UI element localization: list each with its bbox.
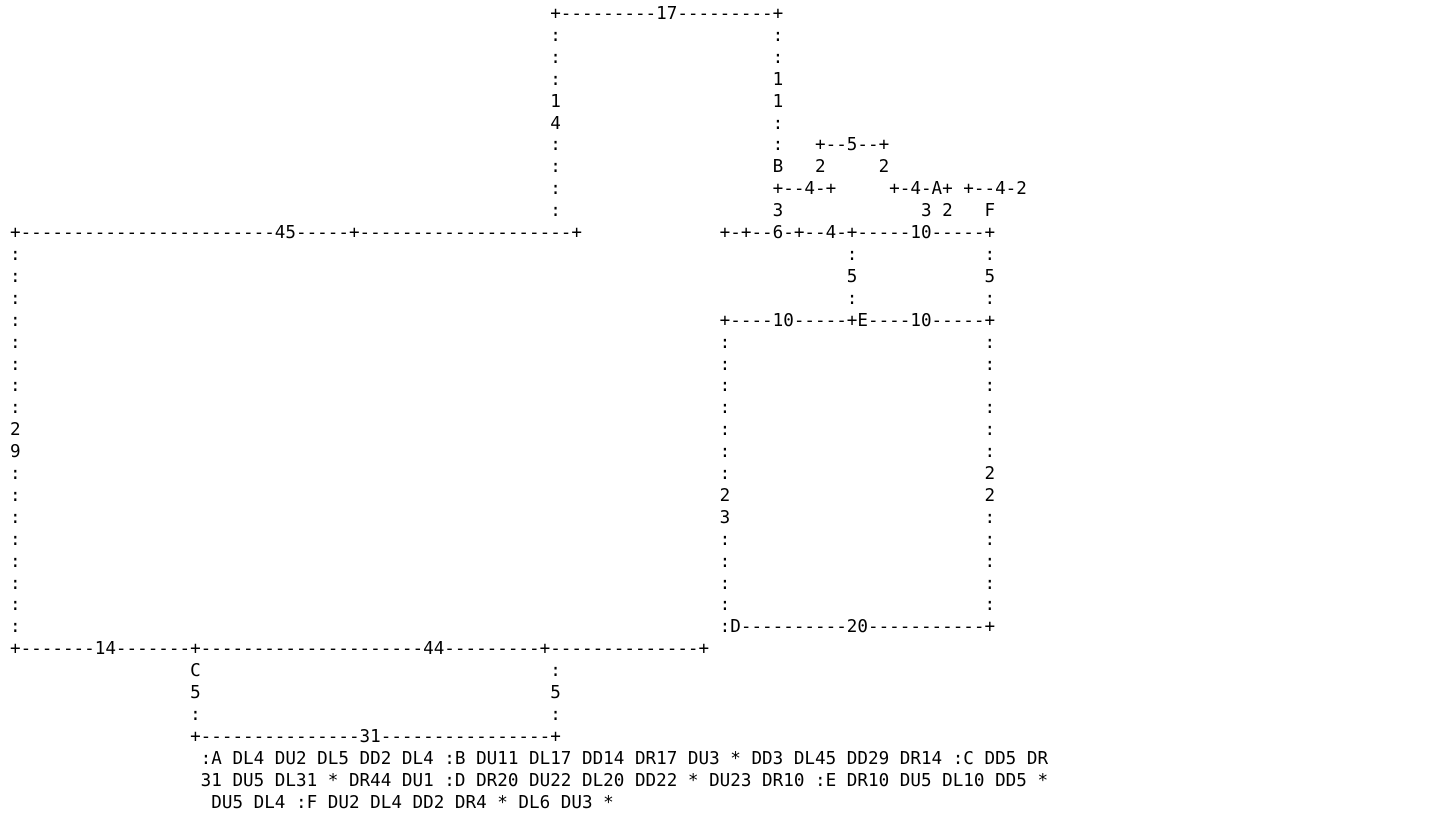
ascii-floor-plan: +---------17---------+ : : : : bbox=[10, 4, 1048, 815]
diagram-line: 4 : bbox=[10, 113, 784, 134]
diagram-line: : : : bbox=[10, 551, 996, 572]
diagram-line: C : bbox=[10, 661, 561, 682]
diagram-line: 5 5 bbox=[10, 683, 561, 704]
diagram-line: : : 2 bbox=[10, 464, 996, 485]
diagram-line: : 3 3 2 F bbox=[10, 201, 996, 222]
instruction-line: 31 DU5 DL31 * DR44 DU1 :D DR20 DU22 DL20… bbox=[10, 770, 1049, 791]
diagram-line: 2 : : bbox=[10, 420, 996, 441]
diagram-line: +---------17---------+ bbox=[10, 4, 784, 24]
diagram-line: 9 : : bbox=[10, 442, 996, 463]
diagram-line: : : : bbox=[10, 529, 996, 550]
diagram-line: : : +--5--+ bbox=[10, 135, 890, 156]
diagram-line: : : : bbox=[10, 573, 996, 594]
diagram-line: : : bbox=[10, 25, 784, 46]
diagram-line: : : bbox=[10, 705, 561, 725]
diagram-line: : : : bbox=[10, 244, 996, 265]
diagram-line: : : : bbox=[10, 332, 996, 353]
diagram-line: : : : bbox=[10, 354, 996, 375]
diagram-line: +-------14-------+---------------------4… bbox=[10, 639, 710, 660]
diagram-line: : : bbox=[10, 47, 784, 68]
diagram-line: 1 1 bbox=[10, 91, 784, 112]
diagram-line: : : : bbox=[10, 398, 996, 419]
diagram-line: : B 2 2 bbox=[10, 157, 890, 178]
diagram-line: : 2 2 bbox=[10, 485, 996, 506]
diagram-line: : +----10-----+E----10-----+ bbox=[10, 310, 996, 331]
diagram-line: : : : bbox=[10, 288, 996, 309]
diagram-line: +---------------31----------------+ bbox=[10, 726, 561, 747]
instruction-line: DU5 DL4 :F DU2 DL4 DD2 DR4 * DL6 DU3 * bbox=[10, 792, 614, 813]
diagram-line: : +--4-+ +-4-A+ +--4-2 bbox=[10, 179, 1027, 200]
diagram-line: : : : bbox=[10, 376, 996, 397]
diagram-line: : :D----------20-----------+ bbox=[10, 617, 996, 638]
diagram-line: : : : bbox=[10, 595, 996, 616]
diagram-line: +------------------------45-----+-------… bbox=[10, 223, 996, 244]
diagram-line: : 5 5 bbox=[10, 266, 996, 287]
diagram-line: : 1 bbox=[10, 69, 784, 90]
instruction-line: :A DL4 DU2 DL5 DD2 DL4 :B DU11 DL17 DD14… bbox=[10, 748, 1049, 769]
diagram-line: : 3 : bbox=[10, 507, 996, 528]
